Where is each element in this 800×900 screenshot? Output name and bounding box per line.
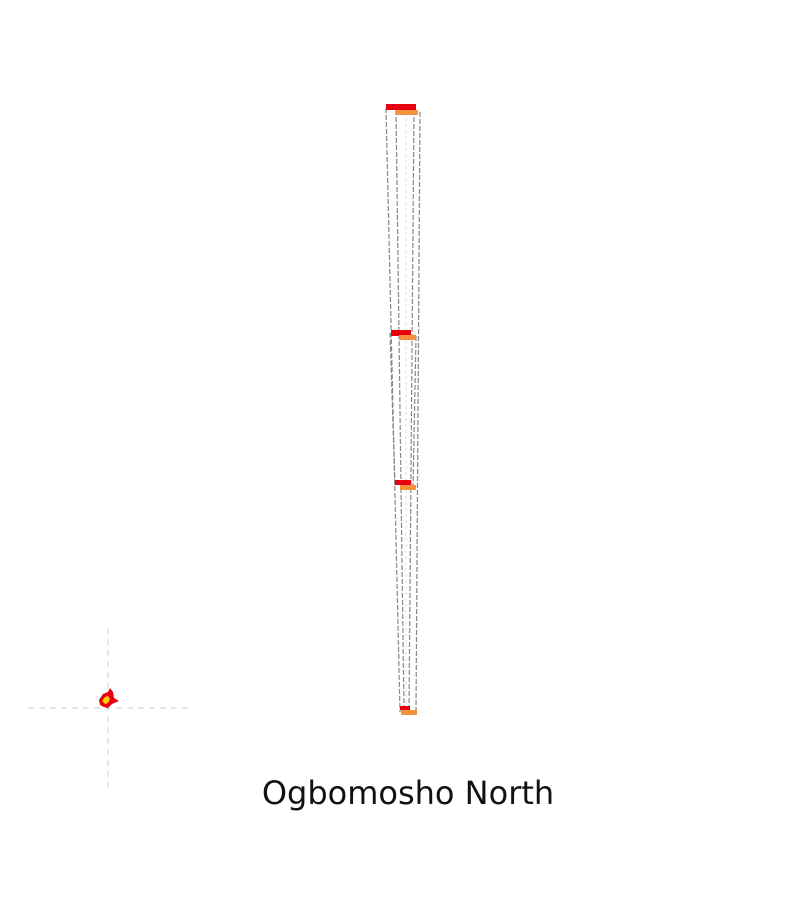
level-marker-top (386, 104, 418, 115)
connector-line (415, 111, 421, 713)
level-marker-middle (395, 480, 416, 490)
connector-line (412, 335, 417, 489)
connector-line (389, 332, 396, 486)
primary-marker (391, 330, 411, 336)
secondary-marker (399, 335, 416, 340)
region-locator-fill (102, 696, 110, 704)
region-locator-icon (99, 688, 119, 708)
level-marker-bottom (400, 706, 417, 715)
secondary-marker (401, 710, 417, 715)
map-title: Ogbomosho North (261, 774, 555, 812)
primary-marker (400, 706, 410, 710)
connector-lines (385, 107, 421, 713)
primary-marker (395, 480, 411, 485)
connector-line (395, 109, 405, 713)
secondary-marker (400, 485, 416, 490)
level-marker-upper (391, 330, 416, 340)
primary-marker (386, 104, 416, 110)
connector-line (408, 109, 415, 713)
secondary-marker (396, 110, 418, 115)
